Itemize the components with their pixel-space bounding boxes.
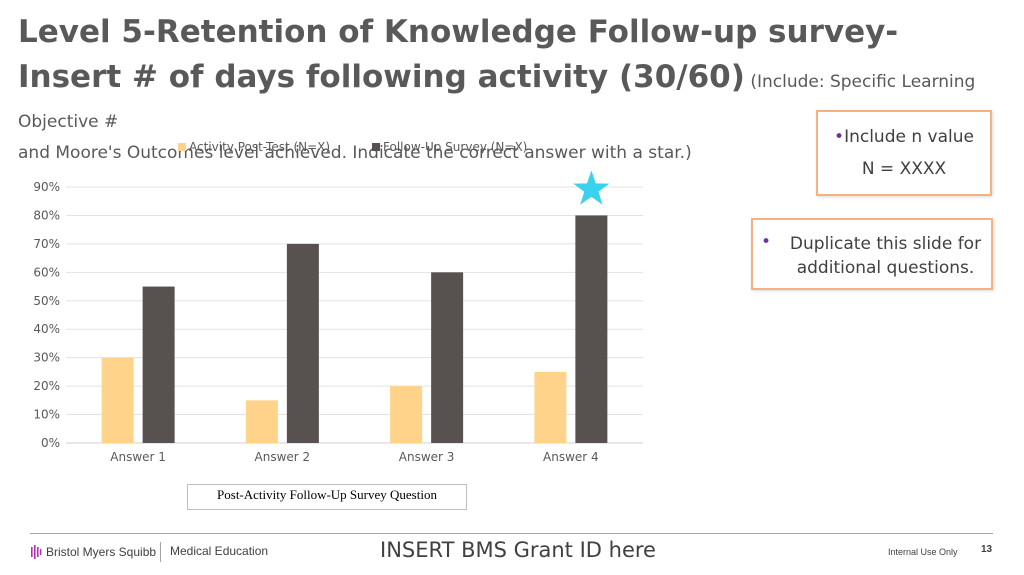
bms-logo-icon xyxy=(31,545,42,559)
bar-follow-up xyxy=(431,272,464,443)
y-tick-label: 90% xyxy=(33,180,60,194)
bullet-icon: • xyxy=(834,127,845,147)
legend-label: Activity Post-Test (N=X) xyxy=(189,140,330,154)
n-value-callout: •Include n value N = XXXX xyxy=(816,110,992,196)
slide-title-main: Level 5-Retention of Knowledge Follow-up… xyxy=(18,14,899,95)
y-tick-label: 10% xyxy=(33,408,60,422)
internal-use-label: Internal Use Only xyxy=(888,547,958,557)
slide-title-instructions: (Include: Specific Learning Objective # xyxy=(18,72,976,132)
y-tick-label: 70% xyxy=(33,237,60,251)
bar-post-test xyxy=(101,357,134,443)
footer-divider xyxy=(30,533,993,534)
slide-title: Level 5-Retention of Knowledge Follow-up… xyxy=(18,12,1008,164)
page-number: 13 xyxy=(981,544,993,555)
company-name: Bristol Myers Squibb xyxy=(46,545,157,559)
correct-answer-star-icon xyxy=(573,170,610,205)
legend-swatch xyxy=(178,143,186,151)
x-tick-label: Answer 4 xyxy=(543,450,599,464)
y-tick-label: 40% xyxy=(33,322,60,336)
slide-title-instructions-cont: and Moore's Outcomes level achieved. Ind… xyxy=(18,143,692,163)
bar-follow-up xyxy=(286,243,319,443)
chart-caption: Post-Activity Follow-Up Survey Question xyxy=(187,484,467,510)
y-tick-label: 20% xyxy=(33,379,60,393)
bar-post-test xyxy=(390,386,423,443)
grant-id-placeholder: INSERT BMS Grant ID here xyxy=(380,538,656,562)
bullet-icon: • xyxy=(761,232,772,252)
y-tick-label: 30% xyxy=(33,351,60,365)
bar-post-test xyxy=(245,400,278,443)
duplicate-slide-callout: • Duplicate this slide for additional qu… xyxy=(751,218,993,290)
x-tick-label: Answer 1 xyxy=(110,450,166,464)
bar-follow-up xyxy=(575,215,608,443)
bar-post-test xyxy=(534,371,567,443)
y-tick-label: 0% xyxy=(41,436,60,450)
x-tick-label: Answer 3 xyxy=(399,450,455,464)
y-tick-label: 50% xyxy=(33,294,60,308)
n-value: N = XXXX xyxy=(861,159,947,179)
n-value-label: Include n value xyxy=(844,127,974,147)
department-label: Medical Education xyxy=(170,544,269,558)
footer-separator xyxy=(160,542,161,562)
y-tick-label: 80% xyxy=(33,208,60,222)
y-tick-label: 60% xyxy=(33,265,60,279)
duplicate-slide-text: Duplicate this slide for additional ques… xyxy=(789,234,982,278)
legend-label: Follow-Up Survey (N=X) xyxy=(383,140,527,154)
company-logo: Bristol Myers Squibb xyxy=(30,542,156,562)
bar-follow-up xyxy=(142,286,175,443)
x-tick-label: Answer 2 xyxy=(255,450,311,464)
legend-swatch xyxy=(372,143,380,151)
